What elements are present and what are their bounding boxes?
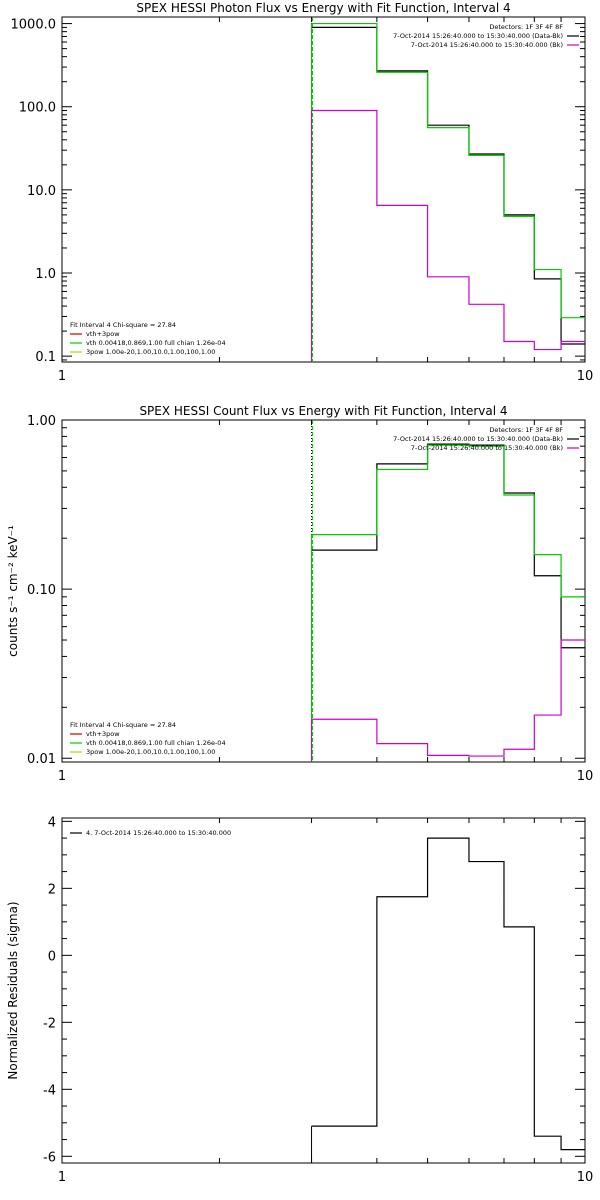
chart-panel-2: SPEX HESSI Count Flux vs Energy with Fit… (6, 404, 593, 784)
x-tick-label: 1 (58, 769, 66, 784)
series-3-line (311, 639, 585, 757)
series-1-line (311, 837, 585, 1151)
y-tick-label: 4 (48, 815, 56, 830)
x-tick-label: 1 (58, 369, 66, 384)
series-2-line (311, 444, 585, 598)
legend-text: vth+3pow (86, 730, 120, 738)
y-axis-ticks: 0.1 1.0 10.0 100.0 1000.0 (11, 18, 585, 365)
series-1-line (311, 26, 585, 345)
y-tick-label: 0 (48, 949, 56, 964)
chart-title: SPEX HESSI Photon Flux vs Energy with Fi… (136, 1, 510, 15)
legend-text: Fit Interval 4 Chi-square = 27.84 (70, 321, 176, 329)
legend-text: 7-Oct-2014 15:26:40.000 to 15:30:40.000 … (393, 435, 563, 443)
y-tick-label: 0.10 (27, 583, 56, 598)
x-axis-ticks: 1 10 (58, 818, 593, 1185)
y-tick-label: 1000.0 (11, 18, 57, 33)
y-axis-label: Normalized Residuals (sigma) (6, 901, 20, 1079)
legend-top-right: Detectors: 1F 3F 4F 8F7-Oct-2014 15:26:4… (393, 426, 579, 452)
legend-bottom-left: Fit Interval 4 Chi-square = 27.84vth+3po… (70, 721, 226, 756)
legend-text: Fit Interval 4 Chi-square = 27.84 (70, 721, 176, 729)
chart-panel-3: Normalized Residuals (sigma) 1 10 -6 -4 -2 0 2 4… (6, 815, 593, 1185)
series-2-line (311, 22, 585, 319)
x-axis-ticks: 1 10 (58, 420, 593, 784)
y-tick-label: 0.1 (35, 350, 56, 365)
y-axis-ticks: -6 -4 -2 0 2 4 (43, 815, 585, 1165)
legend-text: vth 0.00418,0.869,1.00 full chian 1.26e-… (86, 739, 226, 747)
y-tick-label: 2 (48, 882, 56, 897)
legend-text: 4. 7-Oct-2014 15:26:40.000 to 15:30:40.0… (86, 829, 231, 837)
y-axis-label: counts s⁻¹ cm⁻² keV⁻¹ (6, 525, 20, 657)
chart-title: SPEX HESSI Count Flux vs Energy with Fit… (139, 404, 507, 418)
legend-top-right: Detectors: 1F 3F 4F 8F7-Oct-2014 15:26:4… (393, 23, 579, 49)
legend-text: 3pow 1.00e-20,1.00,10.0,1.00,100,1.00 (86, 348, 215, 356)
y-tick-label: -6 (43, 1150, 56, 1165)
y-tick-label: -4 (43, 1083, 56, 1098)
chart-panel-1: SPEX HESSI Photon Flux vs Energy with Fi… (11, 1, 594, 384)
y-tick-label: 1.0 (35, 267, 56, 282)
series-3-line (311, 109, 585, 351)
y-tick-label: 0.01 (27, 752, 56, 767)
legend-text: 3pow 1.00e-20,1.00,10.0,1.00,100,1.00 (86, 748, 215, 756)
legend-text: 7-Oct-2014 15:26:40.000 to 15:30:40.000 … (411, 444, 563, 452)
plot-frame (61, 419, 586, 763)
y-tick-label: 10.0 (27, 184, 56, 199)
legend-text: vth+3pow (86, 330, 120, 338)
x-tick-label: 10 (577, 369, 594, 384)
plot-frame (61, 16, 586, 363)
x-tick-label: 1 (58, 1170, 66, 1185)
plot-frame (61, 817, 586, 1164)
y-tick-label: -2 (43, 1016, 56, 1031)
legend-bottom-left: Fit Interval 4 Chi-square = 27.84vth+3po… (70, 321, 226, 356)
legend-text: Detectors: 1F 3F 4F 8F (489, 23, 563, 31)
legend-text: 7-Oct-2014 15:26:40.000 to 15:30:40.000 … (393, 32, 563, 40)
legend-text: vth 0.00418,0.869,1.00 full chian 1.26e-… (86, 339, 226, 347)
y-tick-label: 1.00 (27, 414, 56, 429)
series-1-line (311, 443, 585, 649)
y-axis-ticks: 0.01 0.10 1.00 (27, 414, 585, 767)
x-tick-label: 10 (577, 769, 594, 784)
x-tick-label: 10 (577, 1170, 594, 1185)
legend-text: Detectors: 1F 3F 4F 8F (489, 426, 563, 434)
legend-text: 7-Oct-2014 15:26:40.000 to 15:30:40.000 … (411, 41, 563, 49)
y-tick-label: 100.0 (19, 101, 56, 116)
legend-top-left: 4. 7-Oct-2014 15:26:40.000 to 15:30:40.0… (70, 829, 231, 837)
